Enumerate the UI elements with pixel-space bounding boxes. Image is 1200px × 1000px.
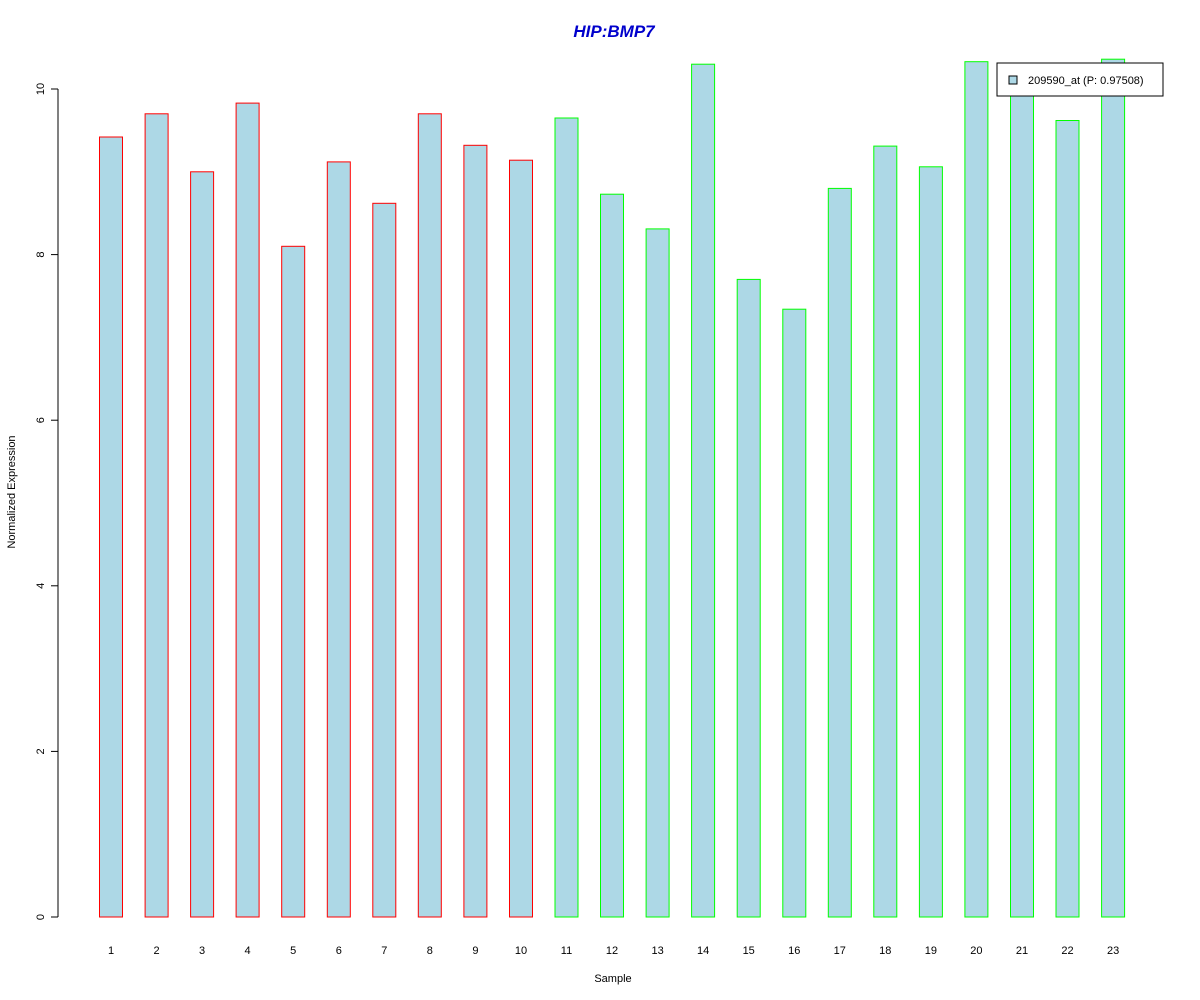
x-tick-label: 4	[245, 945, 251, 957]
y-tick-label: 8	[35, 252, 47, 258]
bar-sample-15	[736, 278, 761, 918]
x-tick-labels: 1 2 3 4 5 6 7 8 9 10 11 12 13 14 15 16 17 18 19 20 21 22 23	[108, 945, 1119, 957]
x-tick-label: 16	[788, 945, 800, 957]
y-tick-label: 4	[35, 583, 47, 589]
bars	[99, 58, 1126, 918]
bar-sample-4	[235, 102, 260, 918]
bar-sample-16	[782, 308, 807, 918]
bar-sample-10	[509, 159, 533, 918]
y-tick-label: 2	[35, 748, 47, 754]
bar-sample-17	[827, 187, 852, 918]
x-tick-label: 12	[606, 945, 618, 957]
x-tick-label: 8	[427, 945, 433, 957]
legend-box	[996, 62, 1164, 97]
x-tick-label: 7	[381, 945, 387, 957]
bar-sample-12	[600, 193, 624, 918]
bar-sample-8	[417, 113, 442, 918]
x-tick-label: 21	[1016, 945, 1028, 957]
legend-swatch	[1008, 75, 1018, 85]
bar-sample-9	[463, 144, 488, 918]
x-tick-label: 18	[879, 945, 891, 957]
x-tick-label: 1	[108, 945, 114, 957]
y-tick-label: 6	[35, 417, 47, 423]
x-tick-label: 11	[561, 945, 572, 957]
y-tick-label: 0	[35, 914, 47, 920]
bar-sample-19	[918, 166, 943, 918]
x-tick-label: 15	[743, 945, 755, 957]
x-axis-label: Sample	[594, 973, 631, 985]
bar-sample-2	[144, 113, 169, 918]
y-axis: 0 2 4 6 8 10	[35, 83, 59, 920]
bar-sample-3	[190, 171, 215, 918]
bar-sample-7	[372, 202, 397, 918]
x-tick-label: 13	[651, 945, 663, 957]
x-tick-label: 17	[834, 945, 846, 957]
x-tick-label: 3	[199, 945, 205, 957]
x-tick-label: 14	[697, 945, 709, 957]
bar-sample-22	[1055, 120, 1080, 918]
legend: 209590_at (P: 0.97508)	[996, 62, 1164, 97]
bar-sample-20	[964, 61, 989, 918]
x-tick-label: 2	[154, 945, 160, 957]
bar-sample-14	[691, 63, 716, 918]
x-tick-label: 9	[472, 945, 478, 957]
x-tick-label: 23	[1107, 945, 1119, 957]
bar-sample-21	[1010, 62, 1034, 918]
legend-entry: 209590_at (P: 0.97508)	[1028, 75, 1144, 87]
x-tick-label: 6	[336, 945, 342, 957]
bar-sample-18	[873, 145, 898, 918]
x-tick-label: 20	[970, 945, 982, 957]
bar-sample-23	[1101, 58, 1126, 918]
chart-title: HIP:BMP7	[573, 22, 656, 41]
bar-sample-11	[554, 117, 579, 918]
x-tick-label: 22	[1061, 945, 1073, 957]
x-tick-label: 5	[290, 945, 296, 957]
x-tick-label: 19	[925, 945, 937, 957]
y-axis-label: Normalized Expression	[6, 435, 18, 548]
bar-sample-13	[645, 228, 670, 918]
x-tick-label: 10	[515, 945, 527, 957]
y-tick-label: 10	[35, 83, 47, 95]
bar-sample-1	[99, 136, 123, 918]
bar-sample-6	[326, 161, 351, 918]
bar-sample-5	[281, 245, 306, 918]
